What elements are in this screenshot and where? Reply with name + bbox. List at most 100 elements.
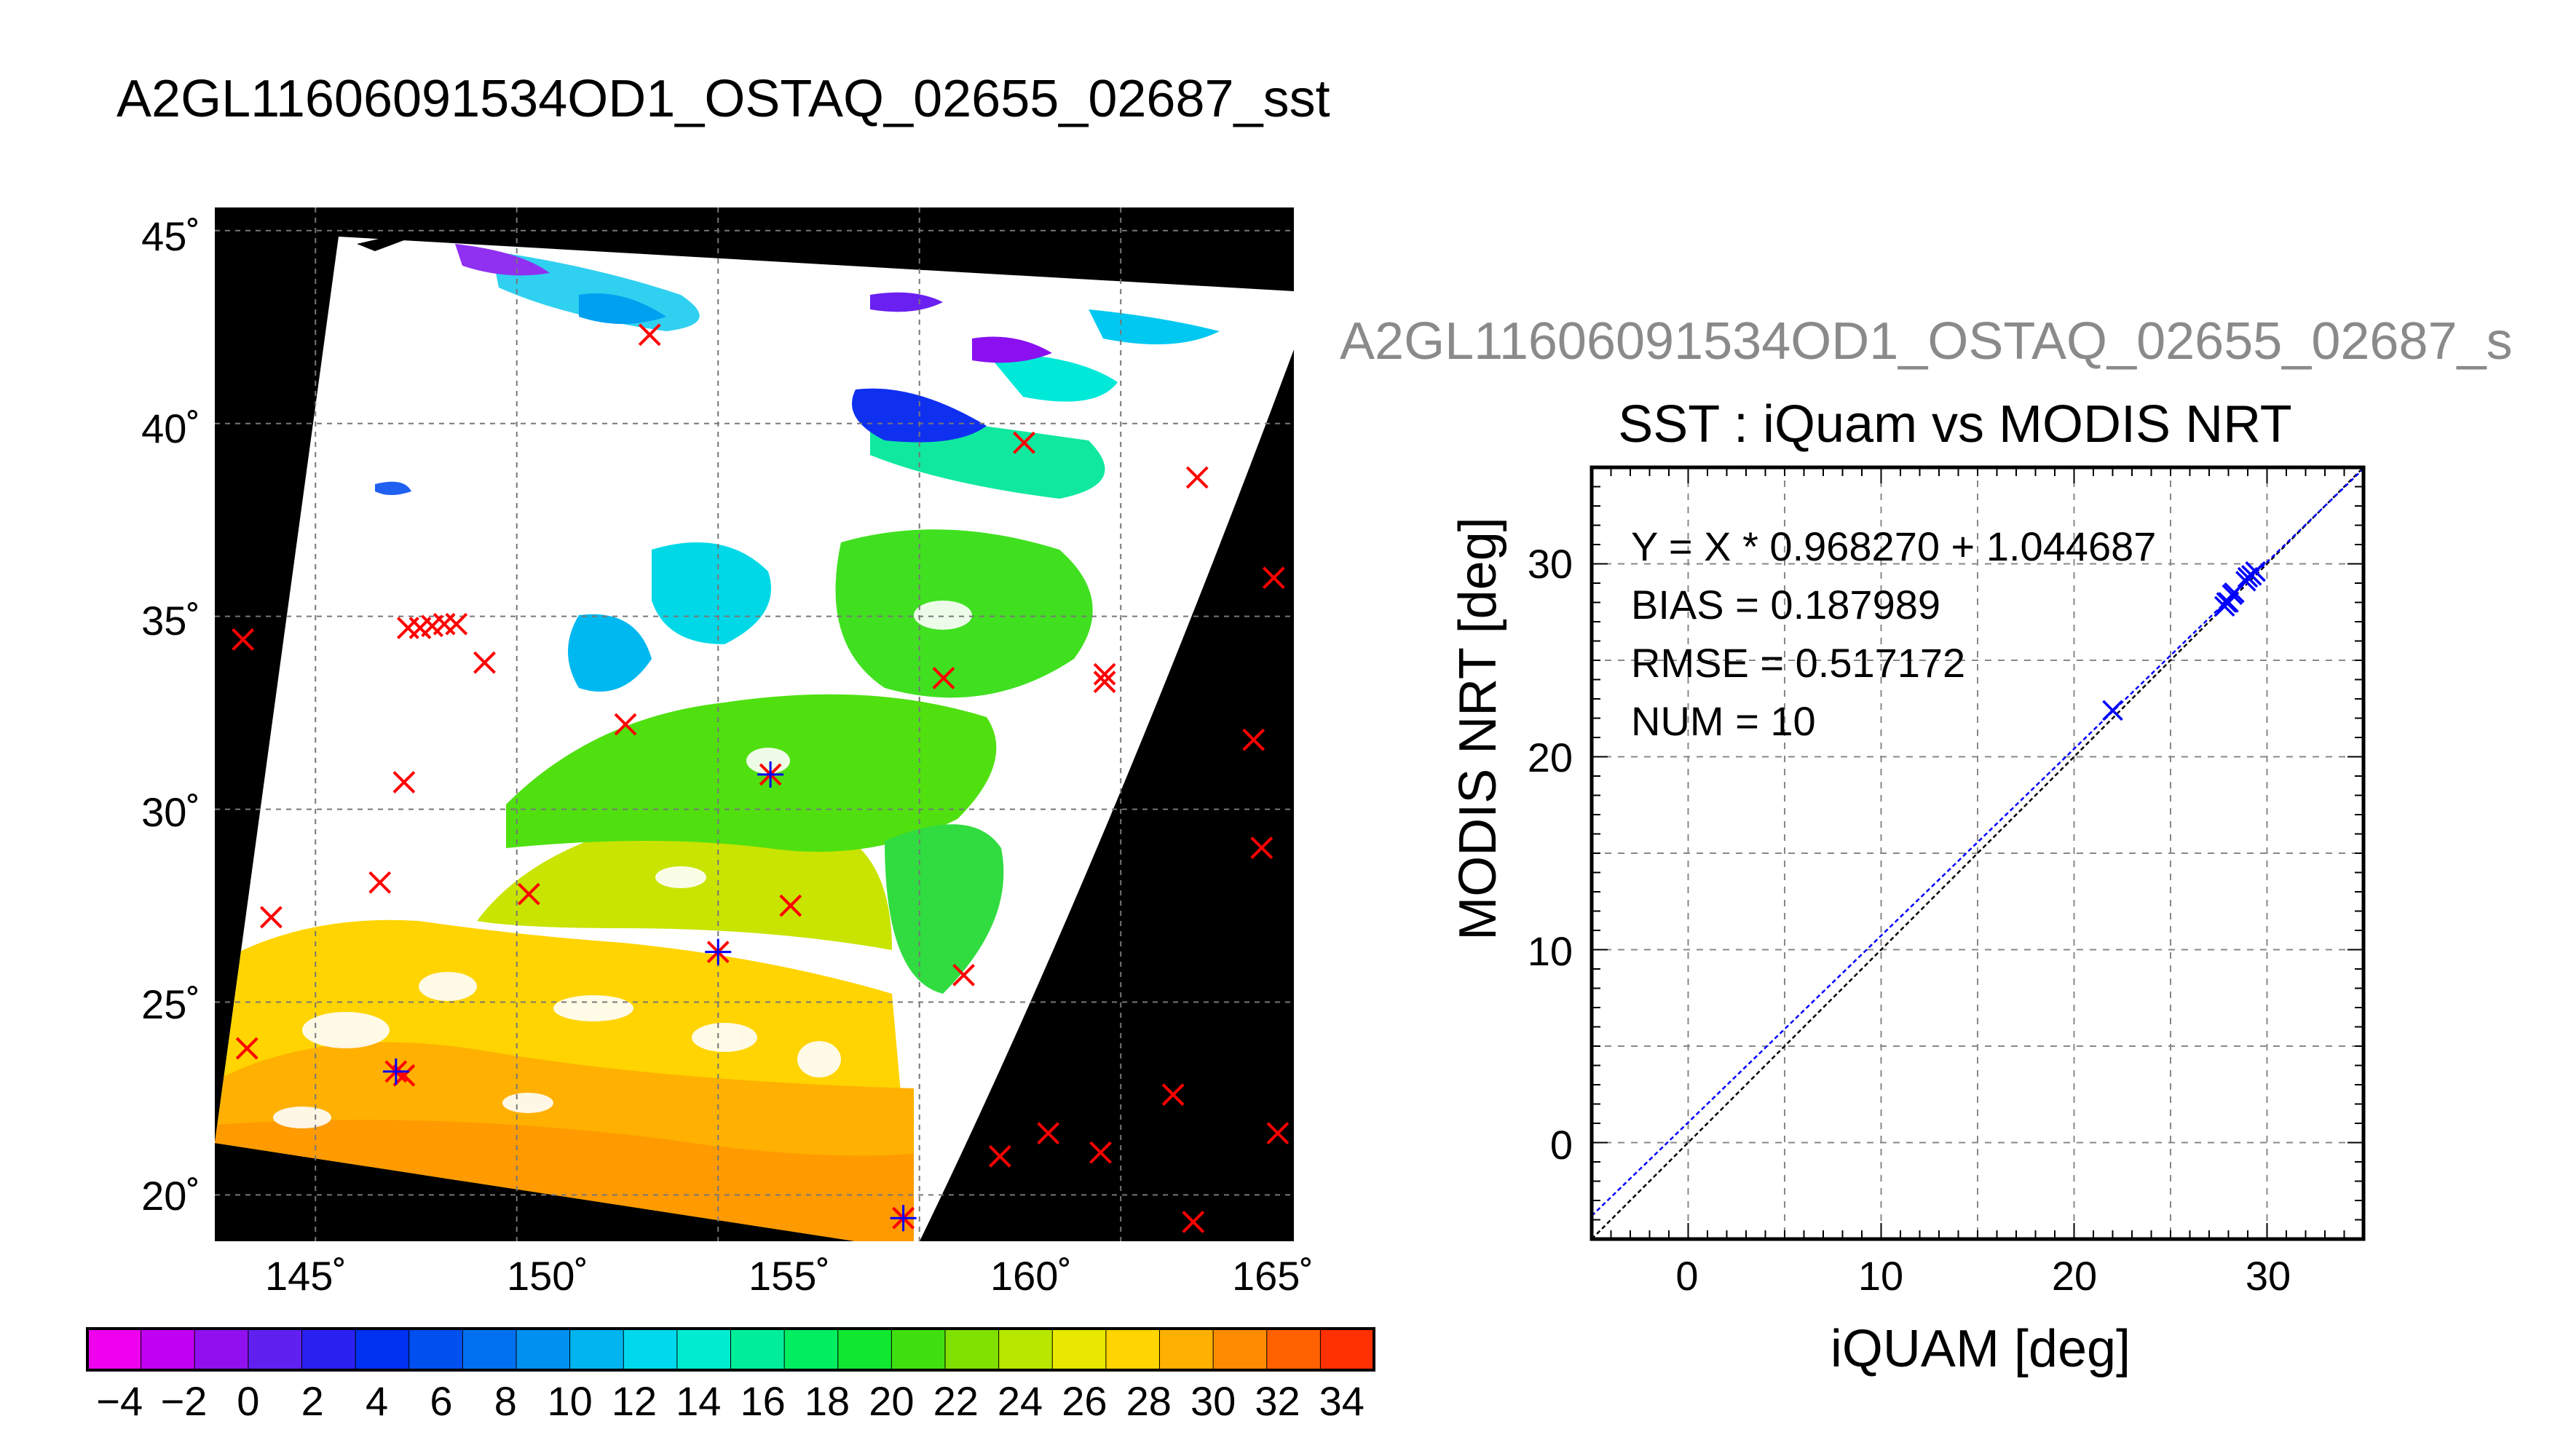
colorbar-segment bbox=[462, 1328, 517, 1371]
regression-equation: Y = X * 0.968270 + 1.044687 bbox=[1631, 523, 2157, 569]
num-stat: NUM = 10 bbox=[1631, 698, 1816, 744]
colorbar-tick-label: 20 bbox=[869, 1378, 915, 1424]
matchup-marker bbox=[260, 906, 283, 929]
colorbar-tick-label: 6 bbox=[430, 1378, 453, 1424]
scatter-point bbox=[2216, 592, 2238, 613]
main-title: A2GL11606091534OD1_OSTAQ_02655_02687_sst bbox=[117, 70, 1330, 128]
scatter-filename: A2GL11606091534OD1_OSTAQ_02655_02687_s bbox=[1340, 312, 2513, 371]
colorbar-tick-label: −2 bbox=[160, 1378, 208, 1424]
colorbar-tick-label: 26 bbox=[1062, 1378, 1107, 1424]
matchup-marker bbox=[1093, 662, 1116, 686]
colorbar-segment bbox=[569, 1328, 625, 1371]
colorbar-tick-label: 10 bbox=[547, 1378, 593, 1424]
colorbar-segment bbox=[87, 1328, 142, 1371]
colorbar-tick-label: 16 bbox=[740, 1378, 786, 1424]
lat-label-30: 30˚ bbox=[141, 789, 200, 835]
x-tick-label-20: 20 bbox=[2051, 1253, 2098, 1299]
colorbar-segment bbox=[1159, 1328, 1215, 1371]
colorbar-segment bbox=[998, 1328, 1054, 1371]
matchup-marker bbox=[1182, 1211, 1205, 1233]
colorbar-segment bbox=[676, 1328, 732, 1371]
lat-label-35: 35˚ bbox=[141, 598, 200, 644]
colorbar-tick-label: 0 bbox=[237, 1378, 260, 1424]
matchup-marker bbox=[1242, 728, 1265, 751]
colorbar-segment bbox=[891, 1328, 946, 1371]
x-tick-label-30: 30 bbox=[2245, 1253, 2291, 1299]
scatter-point bbox=[2235, 571, 2256, 592]
matchup-marker bbox=[392, 1064, 416, 1087]
x-tick-label-0: 0 bbox=[1675, 1253, 1699, 1299]
colorbar-segment bbox=[141, 1328, 196, 1371]
lat-label-25: 25˚ bbox=[141, 981, 200, 1027]
bias-stat: BIAS = 0.187989 bbox=[1631, 582, 1941, 628]
x-tick-label-10: 10 bbox=[1857, 1253, 1904, 1299]
matchup-marker bbox=[368, 871, 392, 894]
colorbar-tick-label: 32 bbox=[1255, 1378, 1300, 1424]
colorbar-segment bbox=[248, 1328, 303, 1371]
valid-matchup-marker bbox=[890, 1205, 917, 1232]
colorbar-segment bbox=[944, 1328, 1000, 1371]
colorbar-segment bbox=[730, 1328, 786, 1371]
colorbar-tick-label: 8 bbox=[494, 1378, 517, 1424]
scatter-point bbox=[2245, 561, 2266, 582]
colorbar-tick-label: 24 bbox=[997, 1378, 1043, 1424]
colorbar-tick-label: 30 bbox=[1190, 1378, 1236, 1424]
matchup-marker bbox=[1037, 1122, 1060, 1145]
scatter-point bbox=[2237, 566, 2259, 588]
valid-matchup-marker bbox=[705, 938, 732, 965]
scatter-title: SST : iQuam vs MODIS NRT bbox=[1618, 395, 2292, 454]
sst-map bbox=[215, 207, 1294, 1241]
scatter-point bbox=[2222, 584, 2243, 606]
colorbar-tick-label: 2 bbox=[301, 1378, 324, 1424]
matchup-marker bbox=[988, 1145, 1011, 1168]
colorbar-tick-label: −4 bbox=[96, 1378, 143, 1424]
matchup-marker bbox=[614, 713, 637, 736]
scatter-point bbox=[2102, 700, 2123, 721]
colorbar-frame bbox=[86, 1327, 1375, 1372]
valid-matchup-marker bbox=[382, 1058, 409, 1085]
matchup-marker bbox=[1266, 1122, 1290, 1145]
matchup-marker bbox=[638, 323, 661, 347]
y-tick-label-10: 10 bbox=[1527, 928, 1573, 974]
colorbar-segment bbox=[623, 1328, 678, 1371]
matchup-marker bbox=[779, 894, 802, 917]
lon-label-155: 155˚ bbox=[748, 1253, 831, 1299]
x-axis-label: iQUAM [deg] bbox=[1830, 1320, 2131, 1378]
colorbar-tick-label: 34 bbox=[1319, 1378, 1365, 1424]
y-axis-label: MODIS NRT [deg] bbox=[1449, 517, 1507, 941]
matchup-marker bbox=[473, 651, 496, 674]
colorbar-segment bbox=[355, 1328, 410, 1371]
lon-label-150: 150˚ bbox=[506, 1253, 589, 1299]
colorbar-tick-label: 18 bbox=[804, 1378, 850, 1424]
colorbar-segment bbox=[1105, 1328, 1161, 1371]
rmse-stat: RMSE = 0.517172 bbox=[1631, 640, 1966, 686]
colorbar-segment bbox=[1319, 1328, 1375, 1371]
matchup-marker bbox=[392, 771, 416, 794]
matchup-marker bbox=[1250, 836, 1273, 859]
matchup-marker bbox=[1093, 670, 1116, 694]
colorbar-segment bbox=[1266, 1328, 1322, 1371]
matchup-marker bbox=[235, 1037, 258, 1060]
colorbar-tick-label: 28 bbox=[1126, 1378, 1172, 1424]
matchup-marker bbox=[1161, 1083, 1185, 1107]
scatter-point bbox=[2224, 582, 2245, 604]
colorbar-tick-label: 4 bbox=[365, 1378, 389, 1424]
lat-label-20: 20˚ bbox=[141, 1173, 200, 1219]
matchup-marker bbox=[1089, 1141, 1112, 1164]
colorbar-segment bbox=[783, 1328, 839, 1371]
lat-label-45: 45˚ bbox=[141, 213, 200, 259]
colorbar-tick-label: 12 bbox=[611, 1378, 657, 1424]
colorbar-segment bbox=[516, 1328, 571, 1371]
scatter-point bbox=[2241, 565, 2262, 586]
colorbar-segment bbox=[837, 1328, 893, 1371]
lat-label-40: 40˚ bbox=[141, 405, 200, 451]
matchup-marker bbox=[952, 963, 975, 986]
y-tick-label-0: 0 bbox=[1549, 1122, 1573, 1168]
colorbar-segment bbox=[408, 1328, 464, 1371]
matchup-marker bbox=[932, 667, 955, 689]
matchup-marker bbox=[1262, 566, 1285, 590]
matchup-marker bbox=[1013, 431, 1035, 454]
matchup-marker bbox=[517, 882, 540, 906]
matchup-marker bbox=[1185, 466, 1209, 489]
valid-matchup-marker bbox=[757, 761, 784, 788]
